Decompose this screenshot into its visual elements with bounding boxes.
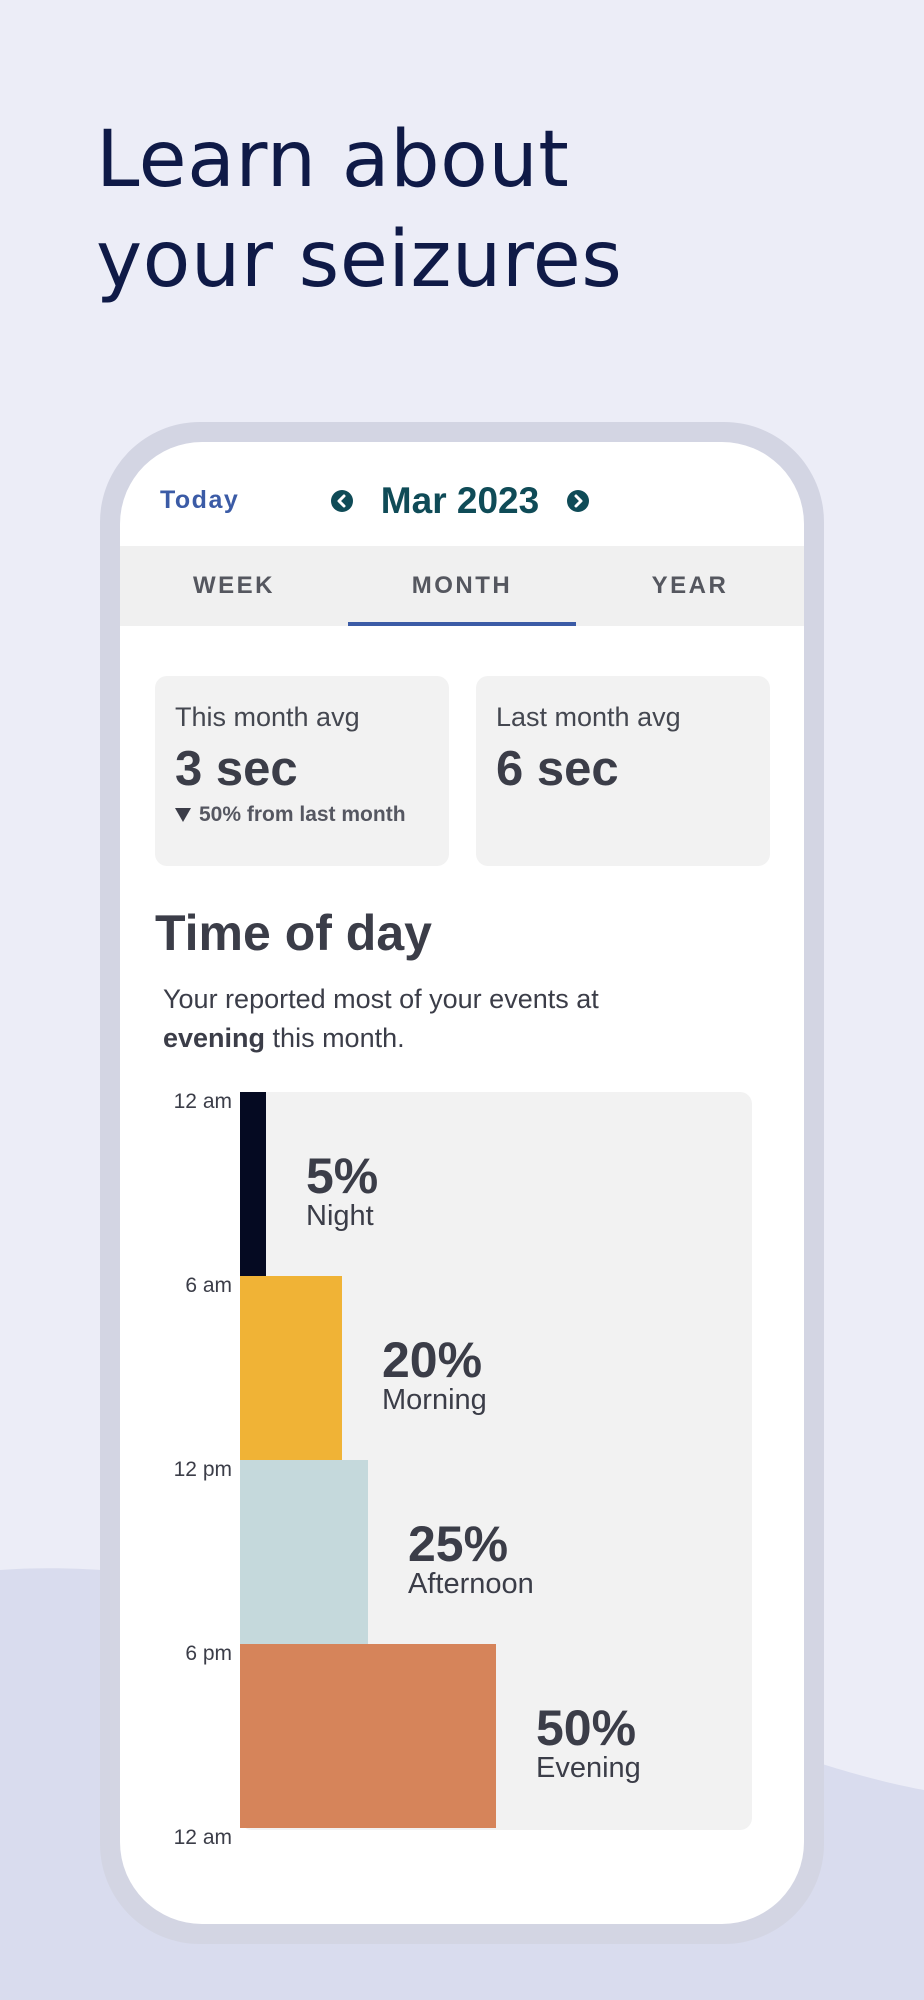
chevron-left-icon[interactable] bbox=[330, 489, 354, 513]
tab-month[interactable]: MONTH bbox=[348, 546, 576, 626]
tab-week[interactable]: WEEK bbox=[193, 572, 275, 599]
delta-text: 50% from last month bbox=[199, 803, 406, 826]
chevron-right-icon[interactable] bbox=[566, 489, 590, 513]
bar-category-label: Night bbox=[306, 1200, 374, 1232]
last-month-value: 6 sec bbox=[496, 742, 619, 796]
time-of-day-description: Your reported most of your events at eve… bbox=[163, 980, 723, 1058]
y-tick-label: 6 am bbox=[185, 1274, 232, 1297]
y-tick-label: 12 am bbox=[173, 1826, 232, 1849]
top-bar: Today Mar 2023 bbox=[120, 442, 804, 546]
bar-afternoon bbox=[240, 1460, 368, 1644]
bar-morning bbox=[240, 1276, 342, 1460]
headline-line-2: your seizures bbox=[96, 215, 623, 305]
triangle-down-icon bbox=[175, 808, 191, 822]
period-tabs: WEEK MONTH YEAR bbox=[120, 546, 804, 626]
this-month-card: This month avg 3 sec 50% from last month bbox=[155, 676, 449, 866]
bar-category-label: Evening bbox=[536, 1752, 641, 1784]
bar-value-label: 50% bbox=[536, 1700, 637, 1756]
month-navigator: Mar 2023 bbox=[330, 476, 590, 526]
desc-bold: evening bbox=[163, 1023, 266, 1053]
tab-year[interactable]: YEAR bbox=[651, 572, 729, 599]
phone-screen: Today Mar 2023 WEEK MONTH YEAR This mont… bbox=[120, 442, 804, 1924]
last-month-label: Last month avg bbox=[496, 702, 681, 732]
page-headline: Learn about your seizures bbox=[96, 110, 622, 310]
this-month-value: 3 sec bbox=[175, 742, 298, 796]
bar-category-label: Morning bbox=[382, 1384, 487, 1416]
this-month-delta: 50% from last month bbox=[175, 803, 429, 827]
headline-line-1: Learn about bbox=[96, 115, 570, 205]
y-tick-label: 12 am bbox=[173, 1090, 232, 1113]
bar-value-label: 25% bbox=[408, 1516, 509, 1572]
last-month-card: Last month avg 6 sec bbox=[476, 676, 770, 866]
desc-prefix: Your reported most of your events at bbox=[163, 984, 599, 1014]
this-month-label: This month avg bbox=[175, 702, 360, 732]
phone-frame: Today Mar 2023 WEEK MONTH YEAR This mont… bbox=[100, 422, 824, 1944]
desc-suffix: this month. bbox=[272, 1023, 405, 1053]
today-button[interactable]: Today bbox=[160, 486, 240, 514]
time-of-day-title: Time of day bbox=[155, 905, 432, 961]
y-tick-label: 12 pm bbox=[173, 1458, 232, 1481]
time-of-day-chart: 12 am 6 am 12 pm 6 pm 12 am 5% Night 20% Morning… bbox=[120, 1090, 804, 1852]
bar-night bbox=[240, 1092, 266, 1276]
month-title: Mar 2023 bbox=[380, 480, 540, 521]
bar-value-label: 5% bbox=[306, 1148, 379, 1204]
bar-evening bbox=[240, 1644, 496, 1828]
bar-value-label: 20% bbox=[382, 1332, 483, 1388]
bar-category-label: Afternoon bbox=[408, 1568, 534, 1600]
y-tick-label: 6 pm bbox=[185, 1642, 232, 1665]
